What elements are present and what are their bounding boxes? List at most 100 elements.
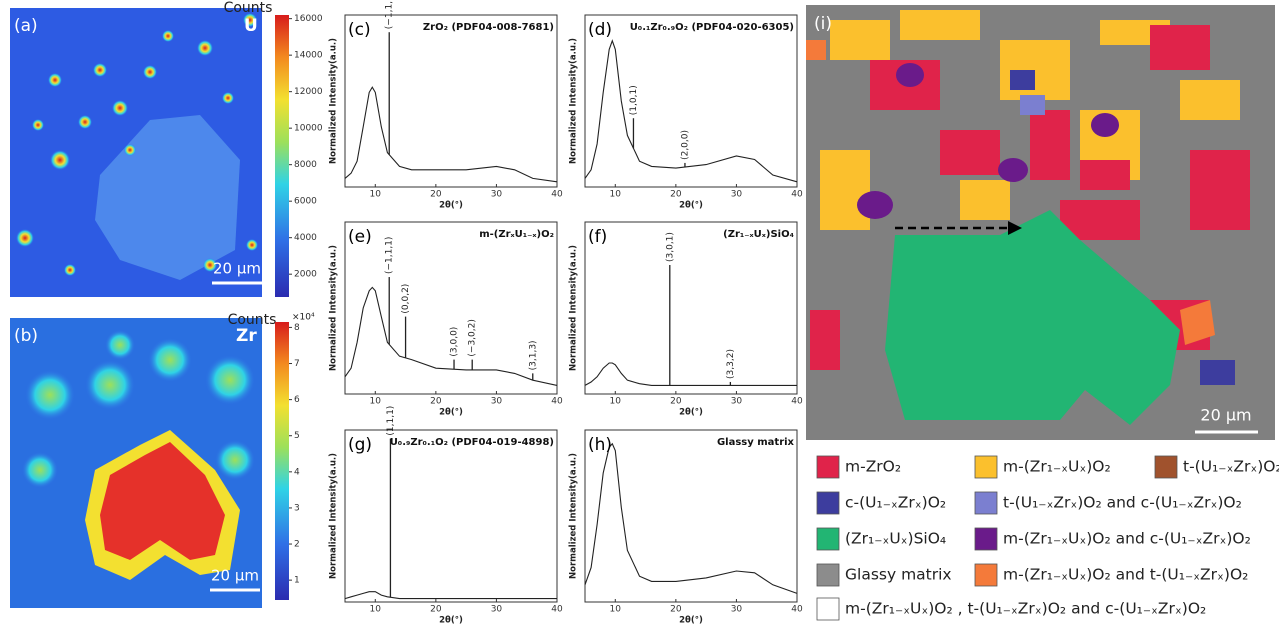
legend-swatch (974, 527, 998, 551)
x-axis-title: 2θ(°) (439, 201, 463, 211)
x-tick-label: 30 (491, 190, 503, 200)
colorbar-tick-label: 14000 (294, 51, 323, 61)
xrd-curve (584, 39, 798, 183)
legend-swatch (974, 563, 998, 587)
x-axis-title: 2θ(°) (439, 408, 463, 418)
panel-label: (b) (14, 326, 38, 346)
x-tick-label: 10 (610, 190, 622, 200)
panel-label: (e) (348, 227, 372, 247)
legend-label: m-(Zr₁₋ₓUₓ)O₂ and c-(U₁₋ₓZrₓ)O₂ (1003, 530, 1251, 548)
x-tick-label: 30 (491, 397, 503, 407)
element-label: U (244, 16, 258, 36)
x-tick-label: 20 (430, 190, 442, 200)
peak-label: (3,0,0) (450, 327, 460, 357)
x-tick-label: 10 (370, 605, 382, 615)
peak-label: (3,3,2) (726, 349, 736, 379)
plot-frame (344, 221, 558, 395)
colorbar-title: Counts (224, 0, 273, 16)
panel-title: (Zr₁₋ₓUₓ)SiO₄ (723, 229, 794, 240)
x-tick-label: 40 (791, 605, 803, 615)
colorbar-tick-label: 2000 (294, 270, 317, 280)
panel-label: (f) (588, 227, 607, 247)
x-tick-label: 40 (551, 190, 563, 200)
x-axis-title: 2θ(°) (679, 408, 703, 418)
panel-title: U₀.₉Zr₀.₁O₂ (PDF04-019-4898) (390, 437, 554, 448)
plot-frame (344, 429, 558, 603)
panel-label: (g) (348, 435, 372, 455)
x-tick-label: 10 (610, 605, 622, 615)
colorbar (275, 322, 289, 600)
colorbar-tick-label: 12000 (294, 87, 323, 97)
plot-frame (344, 14, 558, 188)
legend-swatch (816, 563, 840, 587)
x-tick-label: 10 (610, 397, 622, 407)
x-tick-label: 30 (731, 605, 743, 615)
y-axis-title: Normalized Intensity(a.u.) (569, 38, 579, 164)
scale-text: 20 μm (213, 260, 261, 278)
colorbar-tick-label: 4000 (294, 233, 317, 243)
x-tick-label: 30 (491, 605, 503, 615)
x-tick-label: 20 (670, 190, 682, 200)
legend-swatch (816, 455, 840, 479)
panel-label: (h) (588, 435, 612, 455)
colorbar (275, 15, 289, 297)
x-tick-label: 40 (551, 397, 563, 407)
panel-label: (d) (588, 20, 612, 40)
peak-label: (3,0,1) (665, 232, 675, 262)
x-tick-label: 10 (370, 397, 382, 407)
xrd-curve (584, 362, 797, 386)
x-tick-label: 40 (791, 190, 803, 200)
x-tick-label: 20 (670, 605, 682, 615)
colorbar-tick-label: 10000 (294, 124, 323, 134)
legend-swatch (974, 491, 998, 515)
panel-title: m-(ZrₓU₁₋ₓ)O₂ (479, 229, 554, 240)
xrd-curve (344, 591, 557, 600)
colorbar-tick-label: 6 (294, 395, 300, 405)
y-axis-title: Normalized Intensity(a.u.) (329, 245, 339, 371)
colorbar-tick-label: 8000 (294, 160, 317, 170)
x-tick-label: 20 (430, 605, 442, 615)
legend-label: t-(U₁₋ₓZrₓ)O₂ and c-(U₁₋ₓZrₓ)O₂ (1003, 494, 1242, 512)
phase-map (806, 5, 1275, 440)
peak-label: (0,0,2) (401, 284, 411, 314)
x-tick-label: 10 (370, 190, 382, 200)
colorbar-tick-label: 6000 (294, 197, 317, 207)
peak-label: (−3,0,2) (468, 319, 478, 356)
xrd-curve (344, 86, 558, 183)
x-tick-label: 30 (731, 397, 743, 407)
peak-label: (1,0,1) (629, 85, 639, 115)
legend-label: m-ZrO₂ (845, 458, 901, 476)
colorbar-title: Counts (228, 312, 277, 328)
peak-label: (2,0,0) (680, 130, 690, 160)
colorbar-tick-label: 16000 (294, 14, 323, 24)
peak-label: (1,1,1) (386, 406, 396, 436)
x-axis-title: 2θ(°) (679, 616, 703, 626)
colorbar-tick-label: 7 (294, 359, 300, 369)
x-tick-label: 20 (670, 397, 682, 407)
legend-label: c-(U₁₋ₓZrₓ)O₂ (845, 494, 946, 512)
x-axis-title: 2θ(°) (439, 616, 463, 626)
x-tick-label: 40 (551, 605, 563, 615)
legend-swatch (974, 455, 998, 479)
legend-label: m-(Zr₁₋ₓUₓ)O₂ , t-(U₁₋ₓZrₓ)O₂ and c-(U₁₋… (845, 600, 1206, 618)
x-tick-label: 20 (430, 397, 442, 407)
colorbar-tick-label: 5 (294, 431, 300, 441)
colorbar-multiplier: ×10⁴ (292, 313, 315, 323)
legend-label: m-(Zr₁₋ₓUₓ)O₂ and t-(U₁₋ₓZrₓ)O₂ (1003, 566, 1248, 584)
xrd-curve (584, 442, 798, 594)
legend-swatch (816, 597, 840, 621)
y-axis-title: Normalized Intensity(a.u.) (329, 453, 339, 579)
plot-frame (584, 221, 798, 395)
legend-swatch (816, 491, 840, 515)
scale-text: 20 μm (1200, 406, 1251, 425)
plot-frame (584, 429, 798, 603)
map-b (10, 318, 262, 608)
panel-label: (i) (814, 14, 832, 34)
peak-label: (−1,1,1) (385, 237, 395, 274)
y-axis-title: Normalized Intensity(a.u.) (329, 38, 339, 164)
panel-title: Glassy matrix (717, 437, 795, 448)
colorbar-tick-label: 1 (294, 576, 300, 586)
peak-label: (−1,1,1) (385, 0, 395, 29)
x-tick-label: 40 (791, 397, 803, 407)
